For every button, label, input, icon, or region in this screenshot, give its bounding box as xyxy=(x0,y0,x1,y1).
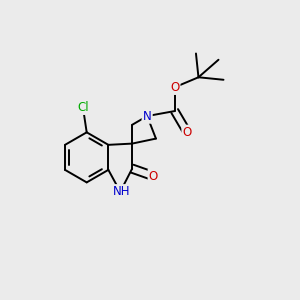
Text: O: O xyxy=(149,169,158,183)
Text: NH: NH xyxy=(113,185,130,198)
Text: O: O xyxy=(170,81,179,94)
Text: O: O xyxy=(183,126,192,139)
Text: Cl: Cl xyxy=(77,101,89,114)
Text: N: N xyxy=(143,110,152,123)
